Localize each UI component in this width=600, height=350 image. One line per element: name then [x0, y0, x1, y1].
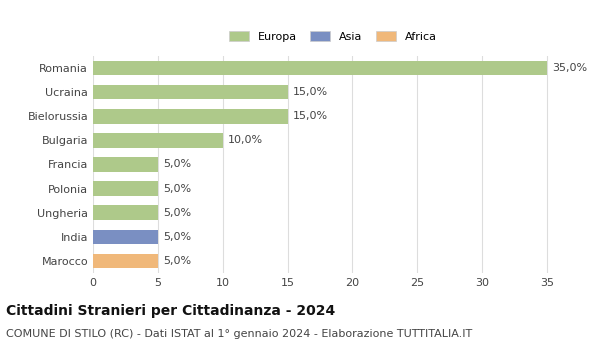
Bar	[93, 254, 158, 268]
Text: 5,0%: 5,0%	[163, 184, 191, 194]
Text: 10,0%: 10,0%	[228, 135, 263, 145]
Bar	[93, 85, 287, 99]
Text: 5,0%: 5,0%	[163, 160, 191, 169]
Text: 15,0%: 15,0%	[293, 87, 328, 97]
Bar	[93, 109, 287, 124]
Text: Cittadini Stranieri per Cittadinanza - 2024: Cittadini Stranieri per Cittadinanza - 2…	[6, 304, 335, 318]
Text: COMUNE DI STILO (RC) - Dati ISTAT al 1° gennaio 2024 - Elaborazione TUTTITALIA.I: COMUNE DI STILO (RC) - Dati ISTAT al 1° …	[6, 329, 472, 339]
Text: 35,0%: 35,0%	[552, 63, 587, 73]
Text: 5,0%: 5,0%	[163, 256, 191, 266]
Legend: Europa, Asia, Africa: Europa, Asia, Africa	[229, 31, 437, 42]
Bar	[93, 157, 158, 172]
Bar	[93, 61, 547, 75]
Bar	[93, 205, 158, 220]
Bar	[93, 230, 158, 244]
Bar	[93, 181, 158, 196]
Text: 5,0%: 5,0%	[163, 232, 191, 242]
Bar	[93, 133, 223, 148]
Text: 15,0%: 15,0%	[293, 111, 328, 121]
Text: 5,0%: 5,0%	[163, 208, 191, 218]
